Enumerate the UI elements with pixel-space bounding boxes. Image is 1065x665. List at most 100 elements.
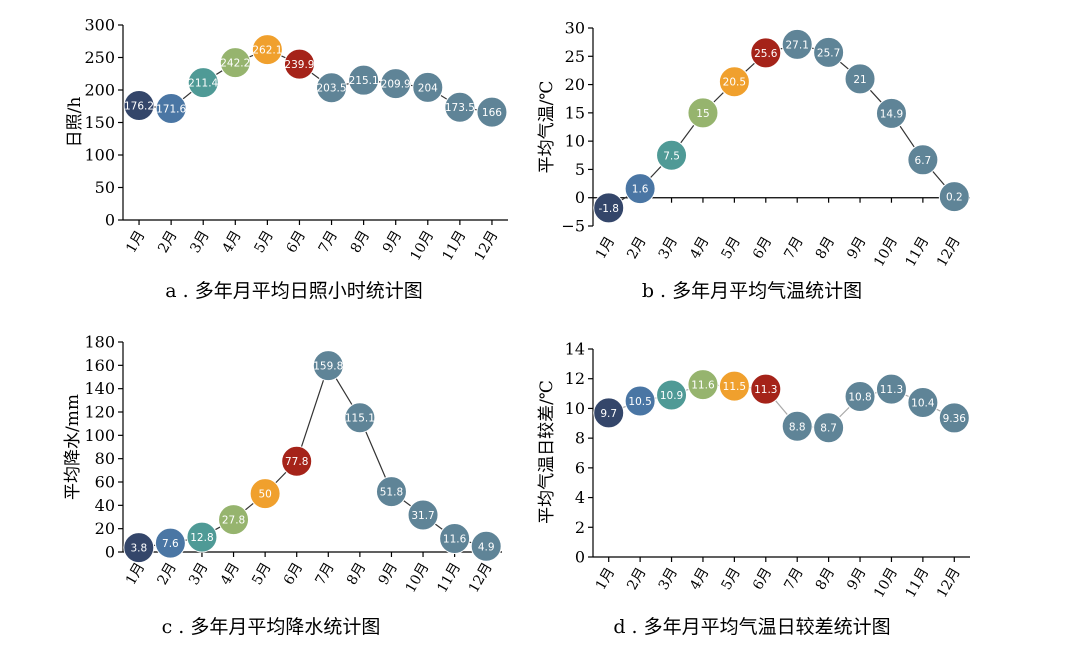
precipitation-data-point — [312, 350, 344, 382]
precipitation-data-label: 159.8 — [313, 361, 343, 373]
precipitation-month-label: 1月 — [123, 560, 148, 588]
precipitation-data-label: 12.8 — [190, 532, 213, 544]
sunshine-month-label: 7月 — [316, 228, 341, 256]
temperature-month-label: 12月 — [934, 234, 964, 270]
precipitation-data-label: 51.8 — [380, 487, 403, 499]
precipitation-month-label: 4月 — [218, 560, 243, 588]
temperature-data-point — [750, 37, 782, 69]
sunshine-data-label: 215.1 — [349, 75, 379, 87]
sunshine-month-label: 5月 — [252, 228, 277, 256]
diurnal-range-data-label: 10.9 — [660, 390, 683, 402]
temperature-data-point — [907, 144, 939, 176]
diurnal-range-month-label: 5月 — [719, 565, 744, 593]
temperature-data-point — [875, 97, 907, 129]
diurnal-range-chart-panel: 平均气温日较差/℃ d . 多年月平均气温日较差统计图 0 2 4 6 8 10 12 14 1… — [537, 340, 970, 638]
sunshine-data-point — [380, 68, 412, 100]
sunshine-y-tick-label: 100 — [84, 146, 115, 165]
precipitation-data-point — [249, 478, 281, 510]
temperature-month-label: 6月 — [750, 234, 775, 262]
temperature-data-point — [938, 181, 970, 213]
precipitation-month-label: 2月 — [155, 560, 180, 588]
temperature-data-label: 25.7 — [817, 47, 840, 59]
sunshine-month-label: 12月 — [472, 228, 502, 264]
temperature-y-tick-label: 20 — [565, 75, 585, 94]
sunshine-month-label: 8月 — [348, 228, 373, 256]
sunshine-data-label: 166 — [482, 107, 502, 119]
diurnal-range-y-tick-label: 6 — [575, 458, 585, 477]
diurnal-range-data-point — [844, 381, 876, 413]
sunshine-y-tick-label: 300 — [84, 16, 115, 35]
diurnal-range-month-label: 9月 — [844, 565, 869, 593]
diurnal-range-data-label: 9.7 — [600, 408, 617, 420]
temperature-y-tick-label: −5 — [561, 217, 585, 236]
sunshine-data-label: 176.2 — [124, 100, 154, 112]
temperature-y-axis-title: 平均气温/℃ — [537, 81, 557, 174]
temperature-y-tick-label: 5 — [575, 160, 585, 179]
sunshine-month-label: 2月 — [155, 228, 180, 256]
precipitation-data-point — [439, 522, 471, 554]
sunshine-month-label: 9月 — [380, 228, 405, 256]
temperature-month-label: 1月 — [593, 234, 618, 262]
diurnal-range-data-label: 11.3 — [754, 384, 777, 396]
diurnal-range-data-point — [624, 385, 656, 417]
sunshine-month-label: 4月 — [219, 228, 244, 256]
precipitation-y-tick-label: 160 — [84, 356, 115, 375]
temperature-chart-panel: 平均气温/℃ b . 多年月平均气温统计图 −5 0 5 10 15 20 25 30 1月 2月… — [537, 19, 970, 302]
diurnal-range-month-label: 11月 — [903, 565, 933, 601]
diurnal-range-month-label: 10月 — [871, 565, 901, 601]
diurnal-range-month-label: 2月 — [624, 565, 649, 593]
sunshine-month-label: 11月 — [440, 228, 470, 264]
sunshine-data-label: 203.5 — [317, 83, 347, 95]
precipitation-data-point — [281, 445, 313, 477]
diurnal-range-data-label: 10.4 — [911, 397, 935, 409]
temperature-month-label: 8月 — [813, 234, 838, 262]
precipitation-data-label: 27.8 — [222, 515, 245, 527]
precipitation-y-axis-title: 平均降水/mm — [63, 394, 83, 500]
sunshine-data-label: 242.2 — [220, 58, 250, 70]
temperature-data-point — [718, 66, 750, 98]
temperature-month-label: 7月 — [781, 234, 806, 262]
diurnal-range-y-tick-label: 4 — [575, 488, 585, 507]
sunshine-data-point — [316, 72, 348, 104]
temperature-month-label: 10月 — [871, 234, 901, 270]
diurnal-range-y-tick-label: 2 — [575, 518, 585, 537]
sunshine-chart-panel: 日照/h a . 多年月平均日照小时统计图 0 50 100 150 200 250 300… — [65, 16, 508, 302]
temperature-series-line — [608, 43, 955, 209]
temperature-data-point — [781, 28, 813, 60]
sunshine-data-point — [187, 67, 219, 99]
diurnal-range-data-label: 11.5 — [723, 381, 746, 393]
diurnal-range-data-point — [938, 402, 970, 434]
diurnal-range-data-point — [813, 412, 845, 444]
precipitation-data-label: 77.8 — [285, 456, 308, 468]
precipitation-y-tick-label: 0 — [105, 543, 115, 562]
temperature-data-label: 21 — [853, 74, 866, 86]
temperature-y-tick-label: 15 — [565, 103, 585, 122]
sunshine-data-point — [348, 64, 380, 96]
precipitation-month-label: 7月 — [312, 560, 337, 588]
diurnal-range-data-label: 9.36 — [943, 413, 967, 425]
sunshine-data-point — [444, 91, 476, 123]
temperature-month-label: 11月 — [903, 234, 933, 270]
diurnal-range-data-label: 10.8 — [848, 392, 871, 404]
precipitation-data-point — [154, 527, 186, 559]
diurnal-range-month-label: 1月 — [593, 565, 618, 593]
sunshine-y-tick-label: 200 — [84, 81, 115, 100]
temperature-month-label: 2月 — [624, 234, 649, 262]
precipitation-data-point — [344, 402, 376, 434]
precipitation-data-point — [218, 504, 250, 536]
sunshine-data-point — [155, 92, 187, 124]
temperature-data-point — [813, 36, 845, 68]
sunshine-data-point — [283, 48, 315, 80]
diurnal-range-y-tick-label: 14 — [565, 340, 585, 359]
diurnal-range-month-label: 8月 — [813, 565, 838, 593]
precipitation-y-tick-label: 180 — [84, 333, 115, 352]
sunshine-data-point — [251, 34, 283, 66]
diurnal-range-data-label: 8.8 — [789, 421, 806, 433]
diurnal-range-y-axis-title: 平均气温日较差/℃ — [537, 380, 557, 524]
precipitation-y-tick-label: 80 — [95, 449, 115, 468]
sunshine-y-tick-label: 150 — [84, 113, 115, 132]
precipitation-y-tick-label: 100 — [84, 426, 115, 445]
diurnal-range-y-tick-label: 0 — [575, 548, 585, 567]
temperature-data-label: 20.5 — [723, 77, 746, 89]
